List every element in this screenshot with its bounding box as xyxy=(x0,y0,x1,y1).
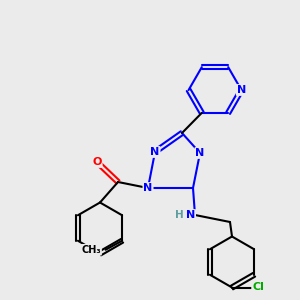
Text: N: N xyxy=(143,183,153,193)
Text: O: O xyxy=(92,157,102,167)
Text: N: N xyxy=(150,147,160,157)
Text: N: N xyxy=(237,85,246,95)
Text: N: N xyxy=(195,148,205,158)
Text: CH₃: CH₃ xyxy=(82,245,101,255)
Text: Cl: Cl xyxy=(252,283,264,292)
Text: N: N xyxy=(186,210,195,220)
Text: H: H xyxy=(175,210,184,220)
